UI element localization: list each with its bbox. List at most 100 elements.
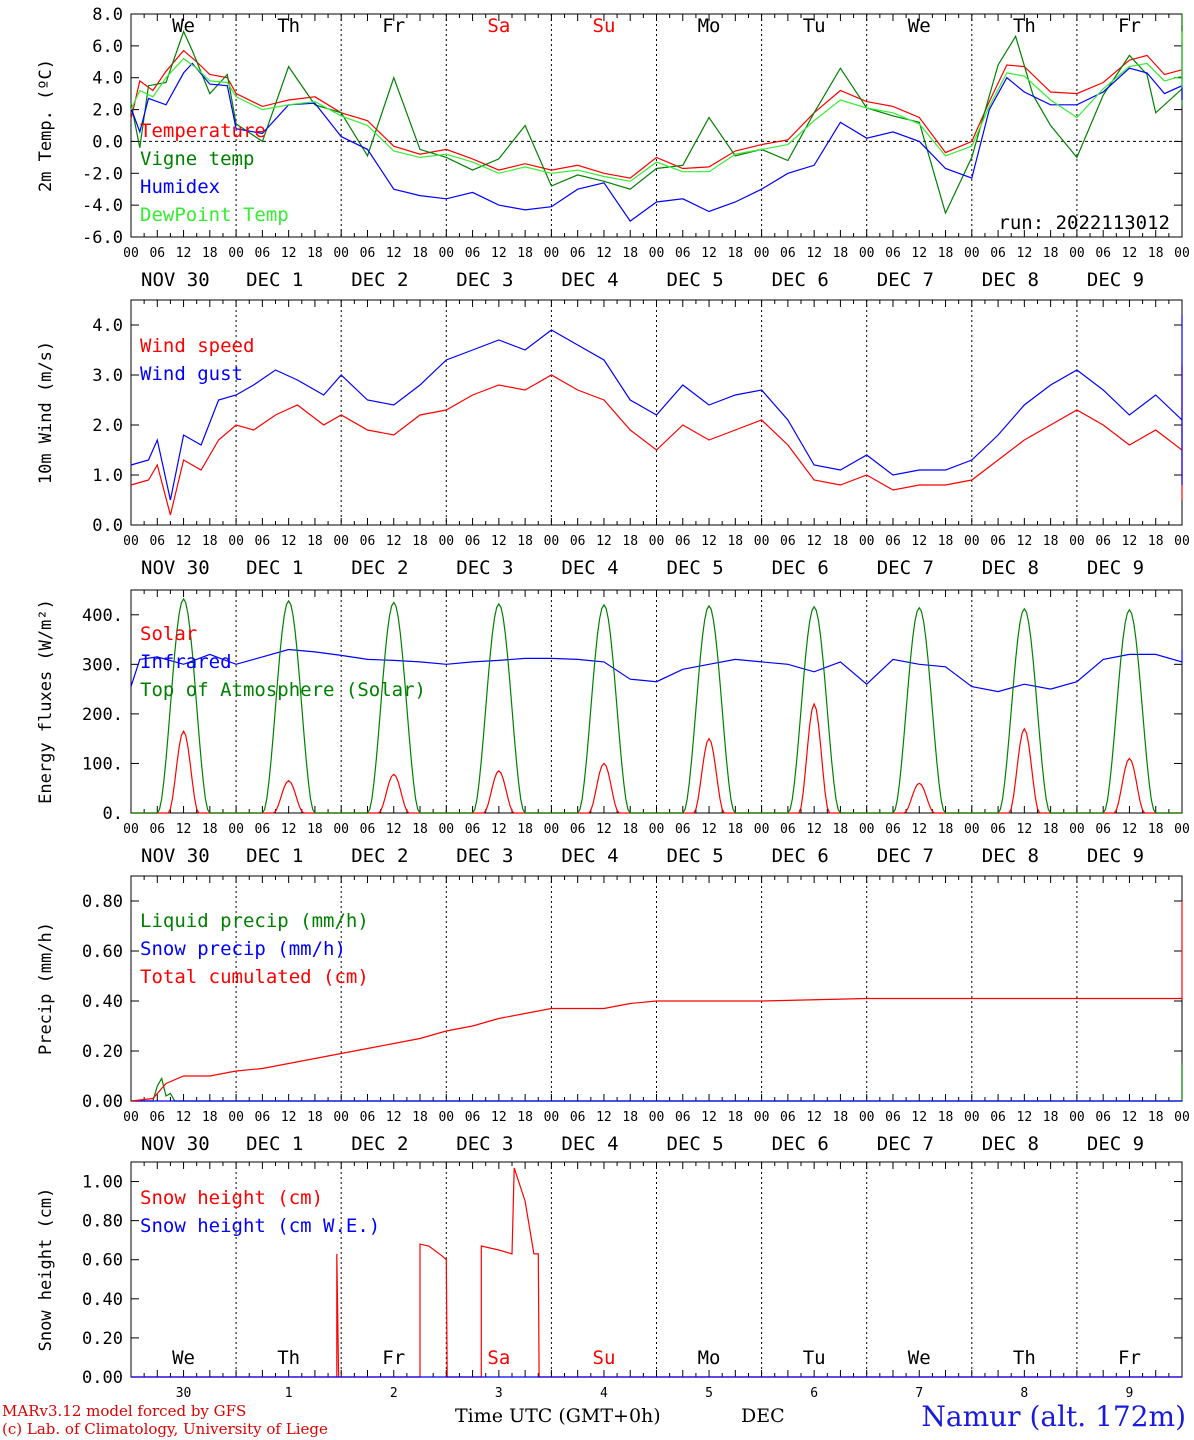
weekday-label: Mo bbox=[698, 15, 721, 37]
date-label: DEC 6 bbox=[772, 845, 829, 867]
hour-label: 06 bbox=[360, 822, 376, 837]
y-tick-label: 4.0 bbox=[92, 316, 123, 336]
hour-label: 00 bbox=[859, 822, 875, 837]
hour-label: 18 bbox=[517, 534, 533, 549]
hour-label: 12 bbox=[596, 1110, 612, 1125]
hour-label: 12 bbox=[281, 822, 297, 837]
day-number-label: 1 bbox=[285, 1386, 293, 1401]
weekday-label: We bbox=[172, 15, 195, 37]
hour-label: 06 bbox=[570, 1110, 586, 1125]
date-label: DEC 7 bbox=[877, 269, 934, 291]
date-label: DEC 4 bbox=[561, 269, 618, 291]
date-label: DEC 2 bbox=[351, 557, 408, 579]
y-tick-label: 0.40 bbox=[82, 1290, 123, 1310]
hour-label: 06 bbox=[885, 534, 901, 549]
panel-2: 4.0 3.0 2.0 1.0 0.0 10m Wind (m/s) Wind speed W… bbox=[36, 299, 1190, 579]
day-number-label: 30 bbox=[176, 1386, 192, 1401]
hour-label: 00 bbox=[333, 246, 349, 261]
hour-label: 00 bbox=[228, 1110, 244, 1125]
hour-label: 12 bbox=[1122, 1110, 1138, 1125]
y-tick-label: 0. bbox=[103, 804, 123, 824]
hour-label: 00 bbox=[333, 1110, 349, 1125]
legend-entry: Humidex bbox=[140, 176, 220, 198]
hour-label: 06 bbox=[780, 246, 796, 261]
y-tick-label: 0.20 bbox=[82, 1329, 123, 1349]
hour-label: 12 bbox=[1122, 534, 1138, 549]
y-tick-label: 0.00 bbox=[82, 1092, 123, 1112]
hour-label: 12 bbox=[911, 822, 927, 837]
hour-label: 12 bbox=[701, 246, 717, 261]
hour-label: 06 bbox=[255, 822, 271, 837]
weekday-label: Mo bbox=[698, 1347, 721, 1369]
y-axis-label: Snow height (cm) bbox=[36, 1188, 56, 1352]
y-tick-label: 6.0 bbox=[92, 37, 123, 57]
hour-label: 18 bbox=[1043, 534, 1059, 549]
hour-label: 00 bbox=[123, 246, 139, 261]
hour-label: 18 bbox=[1148, 822, 1164, 837]
y-tick-label: -2.0 bbox=[82, 164, 123, 184]
hour-label: 12 bbox=[596, 534, 612, 549]
hour-label: 12 bbox=[1017, 534, 1033, 549]
date-label: DEC 9 bbox=[1087, 557, 1144, 579]
hour-label: 00 bbox=[1069, 246, 1085, 261]
hour-label: 12 bbox=[281, 246, 297, 261]
series-total-cumulated-cm- bbox=[130, 901, 1183, 1102]
y-axis-label: Precip (mm/h) bbox=[36, 922, 56, 1055]
hour-label: 06 bbox=[1095, 822, 1111, 837]
hour-label: 18 bbox=[622, 1110, 638, 1125]
series-dewpoint-temp bbox=[130, 31, 1183, 182]
date-label: NOV 30 bbox=[141, 845, 210, 867]
hour-label: 18 bbox=[727, 822, 743, 837]
y-tick-label: 2.0 bbox=[92, 416, 123, 436]
hour-label: 06 bbox=[360, 246, 376, 261]
panel-4: 0.80 0.60 0.40 0.20 0.00 Precip (mm/h) Liquid … bbox=[36, 875, 1190, 1155]
legend-entry: Snow precip (mm/h) bbox=[140, 938, 346, 960]
date-label: DEC 9 bbox=[1087, 1133, 1144, 1155]
date-label: DEC 1 bbox=[246, 845, 303, 867]
y-tick-label: 300. bbox=[82, 655, 123, 675]
hour-label: 18 bbox=[727, 246, 743, 261]
legend-entry: Liquid precip (mm/h) bbox=[140, 910, 369, 932]
hour-label: 06 bbox=[675, 246, 691, 261]
hour-label: 12 bbox=[386, 534, 402, 549]
hour-label: 18 bbox=[307, 246, 323, 261]
day-number-label: 5 bbox=[705, 1386, 713, 1401]
legend-entry: Total cumulated (cm) bbox=[140, 966, 369, 988]
hour-label: 12 bbox=[596, 246, 612, 261]
date-label: DEC 8 bbox=[982, 1133, 1039, 1155]
hour-label: 12 bbox=[1122, 822, 1138, 837]
hour-label: 12 bbox=[701, 1110, 717, 1125]
hour-label: 18 bbox=[412, 822, 428, 837]
hour-label: 18 bbox=[307, 534, 323, 549]
hour-label: 00 bbox=[544, 1110, 560, 1125]
y-tick-label: 0.0 bbox=[92, 516, 123, 536]
weekday-label: Fr bbox=[382, 1347, 405, 1369]
hour-label: 18 bbox=[307, 1110, 323, 1125]
hour-label: 12 bbox=[491, 1110, 507, 1125]
weekday-label: Sa bbox=[487, 1347, 510, 1369]
y-axis-label: 2m Temp. (ºC) bbox=[36, 59, 56, 192]
hour-label: 06 bbox=[675, 1110, 691, 1125]
y-tick-label: 0.80 bbox=[82, 1212, 123, 1232]
y-axis-label: Energy fluxes (W/m²) bbox=[36, 599, 56, 804]
date-label: DEC 6 bbox=[772, 269, 829, 291]
hour-label: 18 bbox=[938, 534, 954, 549]
hour-label: 12 bbox=[911, 1110, 927, 1125]
hour-label: 00 bbox=[964, 246, 980, 261]
hour-label: 12 bbox=[491, 246, 507, 261]
hour-label: 12 bbox=[1017, 246, 1033, 261]
weekday-label: We bbox=[908, 15, 931, 37]
y-tick-label: -4.0 bbox=[82, 196, 123, 216]
weekday-label: Fr bbox=[382, 15, 405, 37]
legend-entry: Top of Atmosphere (Solar) bbox=[140, 679, 426, 701]
y-tick-label: 0.60 bbox=[82, 1251, 123, 1271]
weekday-label: We bbox=[172, 1347, 195, 1369]
weekday-label: Th bbox=[277, 15, 300, 37]
hour-label: 00 bbox=[754, 822, 770, 837]
hour-label: 06 bbox=[465, 822, 481, 837]
hour-label: 12 bbox=[386, 822, 402, 837]
hour-label: 00 bbox=[649, 246, 665, 261]
date-label: DEC 8 bbox=[982, 269, 1039, 291]
hour-label: 06 bbox=[255, 246, 271, 261]
hour-label: 06 bbox=[1095, 246, 1111, 261]
